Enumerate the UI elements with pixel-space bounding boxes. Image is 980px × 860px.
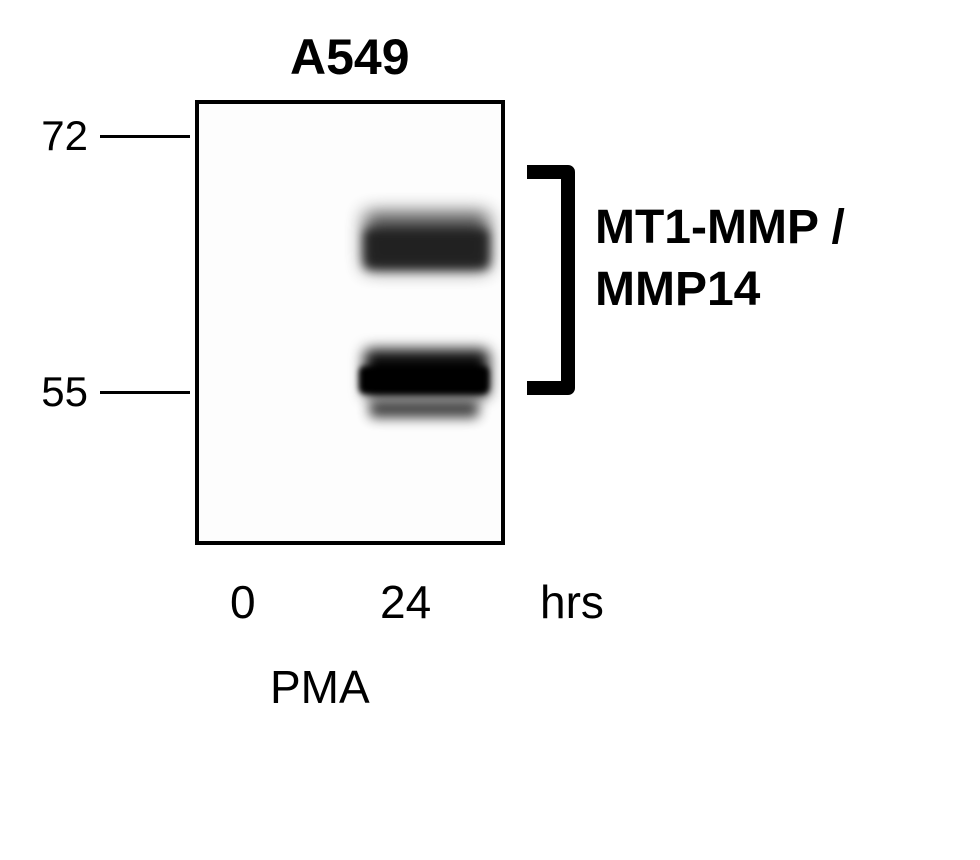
mw-line-bottom xyxy=(100,391,190,394)
protein-band xyxy=(359,366,489,394)
blot-background xyxy=(199,104,501,541)
band-bracket xyxy=(520,165,575,395)
mw-label-top: 72 xyxy=(18,112,88,160)
protein-label-line1: MT1-MMP / xyxy=(595,200,845,255)
cell-line-title: A549 xyxy=(290,28,410,86)
figure-container: A549 72 55 MT1-MMP / MMP14 0 24 hrs PMA xyxy=(0,0,980,860)
protein-band xyxy=(369,400,479,418)
time-unit-label: hrs xyxy=(540,575,604,629)
mw-label-bottom: 55 xyxy=(18,368,88,416)
protein-band xyxy=(364,229,489,269)
western-blot-frame xyxy=(195,100,505,545)
protein-label-line2: MMP14 xyxy=(595,262,760,317)
treatment-label: PMA xyxy=(270,660,370,714)
lane-label-1: 0 xyxy=(230,575,256,629)
mw-line-top xyxy=(100,135,190,138)
bracket-icon xyxy=(520,165,575,395)
lane-label-2: 24 xyxy=(380,575,431,629)
